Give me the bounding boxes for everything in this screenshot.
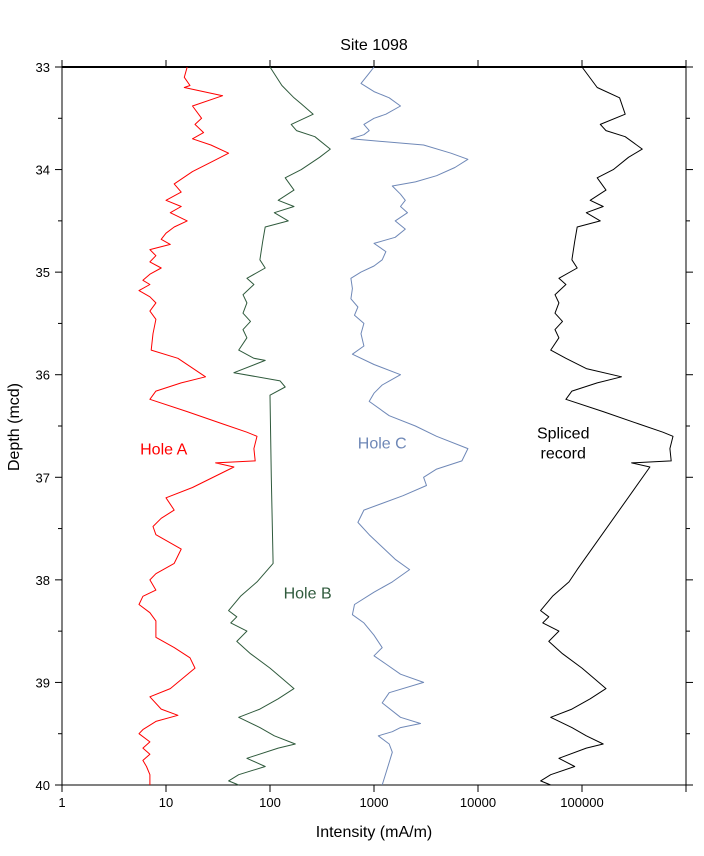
spliced-record-label-line: Spliced [537, 426, 589, 443]
y-axis-label: Depth (mcd) [6, 383, 23, 471]
x-tick-label: 1000 [360, 795, 389, 810]
x-axis-label: Intensity (mA/m) [316, 824, 432, 841]
spliced-record-label-line: record [541, 446, 586, 463]
hole-b-label: Hole B [284, 585, 332, 602]
hole-b-line [228, 66, 331, 786]
x-tick-label: 10 [159, 795, 173, 810]
series-layer [138, 66, 674, 786]
x-tick-label: 100 [259, 795, 281, 810]
hole-c-label-line: Hole C [358, 436, 407, 453]
hole-a-line [138, 66, 258, 785]
hole-a-label-line: Hole A [140, 442, 187, 459]
hole-b-label-line: Hole B [284, 585, 332, 602]
hole-a-label: Hole A [140, 442, 187, 459]
spliced-record-label: Spliced record [537, 426, 589, 463]
y-tick-label: 35 [36, 265, 50, 280]
y-tick-label: 34 [36, 163, 50, 178]
x-tick-label: 10000 [460, 795, 496, 810]
y-tick-label: 38 [36, 573, 50, 588]
series-labels: Hole A Hole B Hole C Spliced record [140, 426, 589, 603]
spliced-record-line [540, 66, 674, 786]
axis-ticks: 1 10 100 1000 10000 100000 33 34 35 36 37 38 39 40 [36, 60, 693, 810]
y-tick-label: 36 [36, 368, 50, 383]
y-tick-label: 33 [36, 60, 50, 75]
y-tick-label: 37 [36, 470, 50, 485]
x-tick-label: 1 [58, 795, 65, 810]
y-tick-label: 40 [36, 778, 50, 793]
y-tick-label: 39 [36, 675, 50, 690]
hole-c-line [350, 66, 469, 786]
hole-c-label: Hole C [358, 436, 407, 453]
x-tick-label: 100000 [560, 795, 603, 810]
chart-title: Site 1098 [340, 37, 408, 54]
